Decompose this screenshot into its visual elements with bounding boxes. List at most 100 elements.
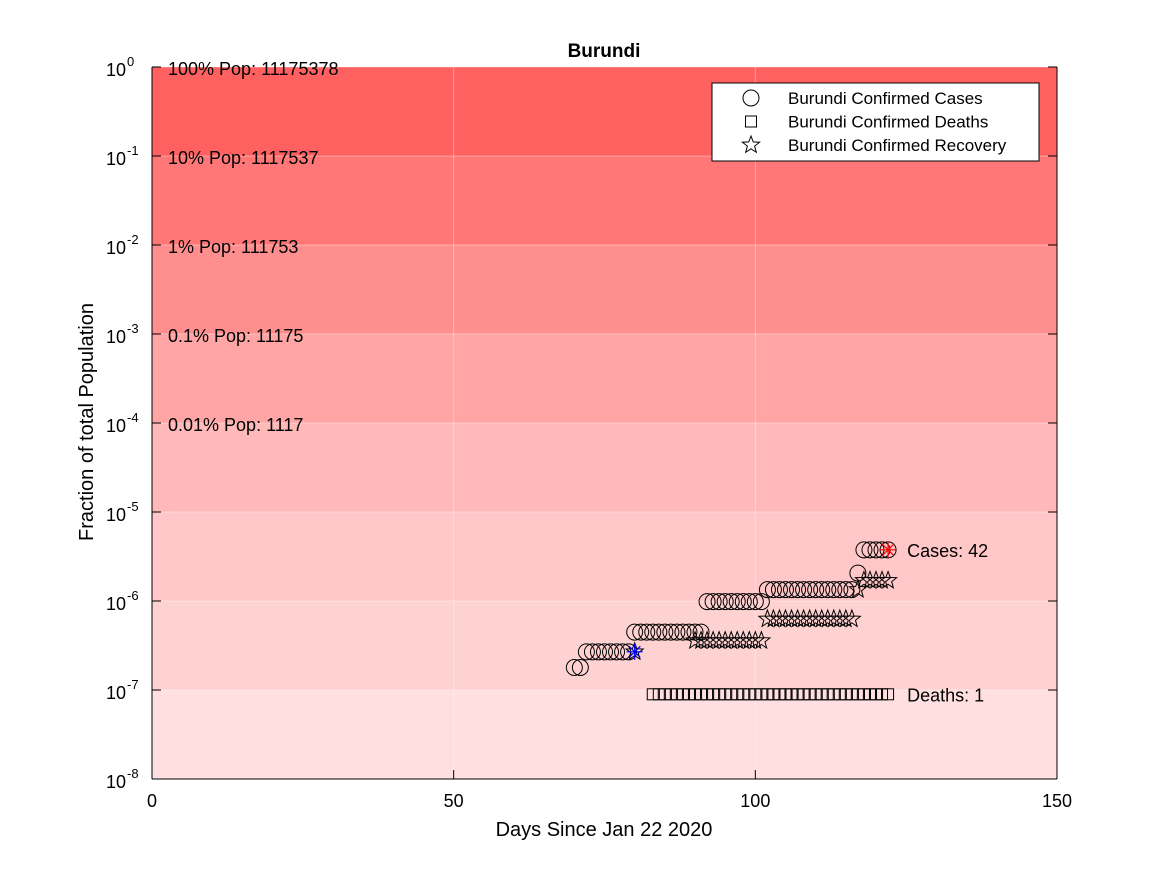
case-marker [650, 623, 668, 641]
case-marker [837, 581, 855, 599]
y-tick-base: 10 [106, 683, 126, 703]
case-marker [674, 623, 692, 641]
case-marker [801, 581, 819, 599]
death-marker [797, 688, 810, 701]
case-marker [608, 643, 626, 661]
case-marker [831, 581, 849, 599]
y-tick-exponent: -6 [127, 588, 139, 603]
y-tick-label: 10 0 [106, 54, 134, 80]
case-marker [740, 593, 758, 611]
case-marker [596, 643, 613, 661]
legend-circle-icon [742, 89, 760, 107]
end-annotation: Cases: 42 [907, 541, 988, 561]
y-tick-label: 10 -2 [106, 232, 139, 258]
y-tick-base: 10 [106, 60, 126, 80]
end-annotation: Deaths: 1 [907, 685, 984, 705]
legend: Burundi Confirmed Cases Burundi Confirmed… [711, 82, 1040, 162]
case-marker [710, 593, 728, 611]
death-marker [713, 688, 726, 701]
population-band [152, 601, 1057, 690]
case-marker [722, 593, 740, 611]
population-band [152, 245, 1057, 334]
data-points [565, 541, 898, 701]
y-tick-base: 10 [106, 772, 126, 792]
case-marker [716, 593, 734, 611]
legend-label: Burundi Confirmed Cases [788, 89, 983, 108]
death-marker [731, 688, 744, 701]
recovery-marker [841, 608, 862, 628]
case-marker [819, 581, 837, 599]
death-marker [857, 688, 870, 701]
band-label: 1% Pop: 111753 [168, 237, 298, 257]
death-marker [664, 688, 677, 701]
death-marker [652, 688, 665, 701]
recovery-marker [745, 630, 766, 650]
case-marker [783, 581, 801, 599]
death-marker [755, 688, 768, 701]
band-label: 0.01% Pop: 1117 [168, 415, 303, 435]
legend-entry: Burundi Confirmed Cases [742, 89, 983, 108]
annotations: Cases: 42 Deaths: 1 [907, 541, 988, 705]
death-marker [803, 688, 816, 701]
death-marker [767, 688, 780, 701]
population-band [152, 423, 1057, 512]
y-tick-exponent: -7 [127, 677, 139, 692]
death-marker [882, 688, 895, 701]
death-marker [870, 688, 882, 701]
case-marker [644, 623, 662, 641]
population-band [152, 334, 1057, 423]
death-marker [821, 688, 834, 701]
legend-square-icon [745, 115, 757, 128]
highlight-asterisk [626, 643, 643, 660]
death-marker [695, 688, 708, 701]
death-marker [737, 688, 750, 701]
case-marker [752, 593, 770, 611]
case-marker [807, 581, 825, 599]
case-marker [632, 623, 650, 641]
recovery-marker [872, 570, 892, 589]
death-marker [876, 688, 889, 701]
death-marker [761, 688, 774, 701]
case-marker [777, 581, 794, 599]
recovery-marker [878, 570, 898, 589]
axes [151, 66, 1058, 780]
case-marker [734, 593, 752, 611]
death-marker [773, 688, 786, 701]
death-marker [815, 688, 828, 701]
death-marker [839, 688, 852, 701]
case-marker [770, 581, 788, 599]
y-tick-exponent: -1 [127, 143, 139, 158]
death-marker [845, 688, 858, 701]
y-tick-base: 10 [106, 149, 126, 169]
case-marker [656, 623, 674, 641]
death-marker [863, 688, 876, 701]
y-tick-label: 10 -8 [106, 766, 139, 792]
death-marker [658, 688, 671, 701]
death-marker [785, 688, 798, 701]
y-tick-label: 10 -5 [106, 499, 139, 525]
x-axis-label: Days Since Jan 22 2020 [496, 819, 713, 841]
death-marker [676, 688, 689, 701]
case-marker [668, 623, 686, 641]
y-tick-base: 10 [106, 238, 126, 258]
case-marker [583, 643, 601, 661]
band-label: 100% Pop: 11175378 [168, 59, 338, 79]
y-tick-base: 10 [106, 505, 126, 525]
death-marker [809, 688, 822, 701]
chart-title: Burundi [568, 41, 641, 62]
x-tick-label: 50 [444, 791, 464, 811]
y-tick-base: 10 [106, 416, 126, 436]
case-marker [704, 593, 722, 611]
band-label: 10% Pop: 1117537 [168, 148, 318, 168]
case-marker [795, 581, 813, 599]
legend-entry: Burundi Confirmed Deaths [745, 113, 988, 132]
case-marker [662, 623, 680, 641]
y-tick-label: 10 -4 [106, 410, 139, 436]
death-marker [725, 688, 738, 701]
y-tick-exponent: -2 [127, 232, 139, 247]
y-tick-exponent: 0 [127, 54, 134, 69]
death-marker [670, 688, 683, 701]
band-label: 0.1% Pop: 11175 [168, 326, 303, 346]
case-marker [764, 581, 782, 599]
case-marker [758, 581, 776, 599]
